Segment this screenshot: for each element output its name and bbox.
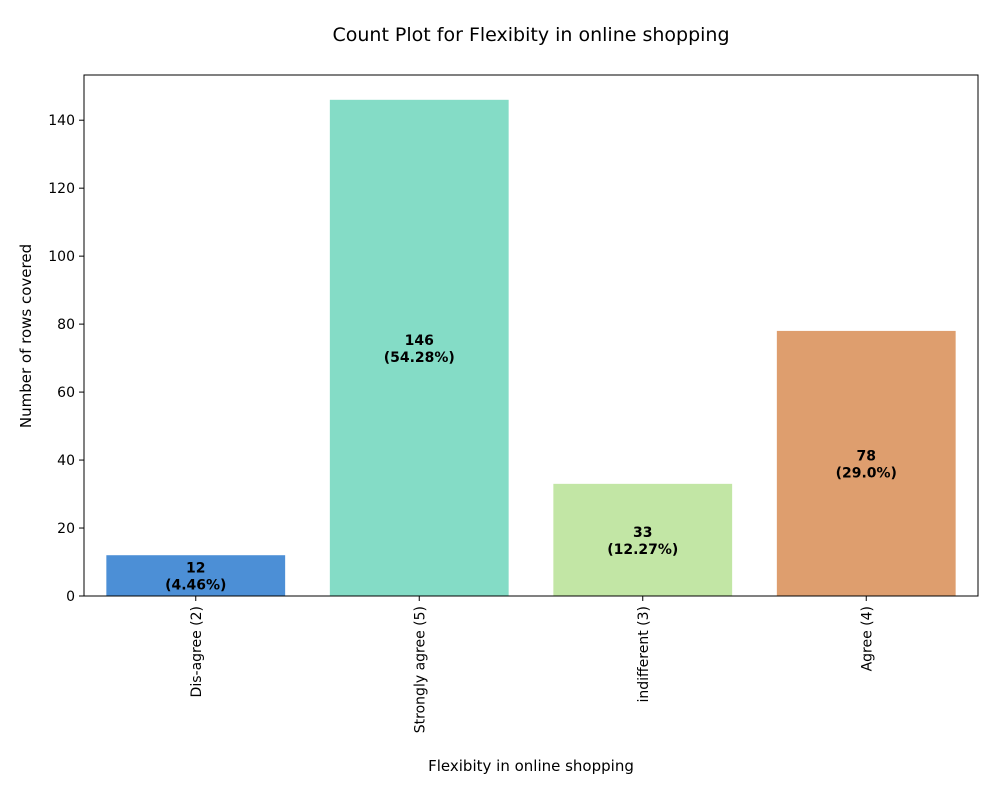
y-ticks-group: 0 20 40 60 80 100 120 140 [48, 113, 84, 605]
x-ticks-group: Dis-agree (2) Strongly agree (5) indiffere… [189, 596, 875, 733]
x-tick-label-1: Strongly agree (5) [412, 606, 428, 733]
y-axis-label: Number of rows covered [17, 244, 35, 428]
y-tick-label-7: 140 [48, 113, 75, 129]
bars-group [106, 99, 956, 597]
bar-2 [553, 483, 733, 596]
x-axis-label: Flexibity in online shopping [428, 757, 634, 775]
y-tick-label-2: 40 [57, 453, 75, 469]
x-tick-label-2: indifferent (3) [636, 606, 652, 703]
y-tick-label-5: 100 [48, 249, 75, 265]
data-label-0: 12 (4.46%) [165, 561, 226, 594]
y-tick-label-0: 0 [66, 589, 75, 605]
chart-title: Count Plot for Flexibity in online shopp… [332, 24, 729, 46]
y-tick-label-6: 120 [48, 181, 75, 197]
y-tick-label-3: 60 [57, 385, 75, 401]
data-label-2: 33 (12.27%) [607, 525, 678, 558]
bar-1 [329, 99, 509, 597]
x-tick-label-3: Agree (4) [859, 606, 875, 671]
y-tick-label-4: 80 [57, 317, 75, 333]
x-tick-label-0: Dis-agree (2) [189, 606, 205, 697]
data-labels-group: 12 (4.46%) 146 (54.28%) 33 (12.27%) 78 (29.0%) [165, 333, 897, 594]
bar-3 [776, 330, 956, 596]
plot-frame [83, 74, 979, 597]
data-label-3: 78 (29.0%) [836, 448, 897, 481]
data-label-1: 146 (54.28%) [384, 333, 455, 366]
bar-0 [106, 555, 286, 596]
y-tick-label-1: 20 [57, 521, 75, 537]
